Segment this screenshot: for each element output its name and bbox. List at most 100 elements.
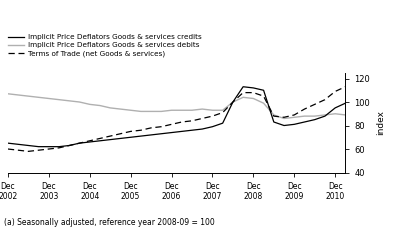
- Terms of Trade (net Goods & services): [118, 132, 123, 135]
- Implicit Price Deflators Goods & services credits: [231, 101, 235, 103]
- Implicit Price Deflators Goods & services debits: [200, 108, 204, 110]
- Implicit Price Deflators Goods & services debits: [16, 94, 21, 96]
- Implicit Price Deflators Goods & services credits: [36, 145, 41, 148]
- Implicit Price Deflators Goods & services credits: [322, 115, 327, 118]
- Terms of Trade (net Goods & services): [128, 130, 133, 133]
- Implicit Price Deflators Goods & services debits: [98, 104, 102, 107]
- Line: Implicit Price Deflators Goods & services debits: Implicit Price Deflators Goods & service…: [8, 94, 345, 118]
- Terms of Trade (net Goods & services): [312, 103, 317, 106]
- Implicit Price Deflators Goods & services debits: [6, 92, 10, 95]
- Terms of Trade (net Goods & services): [149, 126, 154, 129]
- Terms of Trade (net Goods & services): [190, 119, 195, 122]
- Implicit Price Deflators Goods & services debits: [302, 115, 307, 118]
- Implicit Price Deflators Goods & services credits: [16, 143, 21, 146]
- Implicit Price Deflators Goods & services debits: [292, 116, 297, 119]
- Terms of Trade (net Goods & services): [231, 101, 235, 103]
- Terms of Trade (net Goods & services): [57, 146, 62, 149]
- Implicit Price Deflators Goods & services debits: [36, 96, 41, 99]
- Terms of Trade (net Goods & services): [179, 121, 184, 123]
- Implicit Price Deflators Goods & services credits: [108, 138, 113, 141]
- Implicit Price Deflators Goods & services credits: [200, 128, 204, 130]
- Line: Implicit Price Deflators Goods & services credits: Implicit Price Deflators Goods & service…: [8, 87, 345, 147]
- Implicit Price Deflators Goods & services credits: [251, 86, 256, 89]
- Implicit Price Deflators Goods & services credits: [210, 125, 215, 128]
- Implicit Price Deflators Goods & services debits: [312, 115, 317, 118]
- Line: Terms of Trade (net Goods & services): Terms of Trade (net Goods & services): [8, 87, 345, 151]
- Implicit Price Deflators Goods & services credits: [179, 130, 184, 133]
- Implicit Price Deflators Goods & services credits: [26, 144, 31, 147]
- Terms of Trade (net Goods & services): [333, 90, 337, 93]
- Implicit Price Deflators Goods & services debits: [190, 109, 195, 112]
- Terms of Trade (net Goods & services): [292, 114, 297, 116]
- Implicit Price Deflators Goods & services credits: [333, 106, 337, 109]
- Implicit Price Deflators Goods & services debits: [169, 109, 174, 112]
- Implicit Price Deflators Goods & services credits: [220, 122, 225, 125]
- Implicit Price Deflators Goods & services credits: [6, 142, 10, 145]
- Terms of Trade (net Goods & services): [139, 129, 143, 132]
- Implicit Price Deflators Goods & services credits: [57, 145, 62, 148]
- Terms of Trade (net Goods & services): [241, 91, 245, 94]
- Terms of Trade (net Goods & services): [220, 111, 225, 114]
- Implicit Price Deflators Goods & services debits: [343, 114, 348, 116]
- Terms of Trade (net Goods & services): [343, 85, 348, 88]
- Implicit Price Deflators Goods & services credits: [312, 118, 317, 121]
- Implicit Price Deflators Goods & services credits: [128, 136, 133, 139]
- Terms of Trade (net Goods & services): [46, 148, 51, 150]
- Implicit Price Deflators Goods & services debits: [231, 101, 235, 103]
- Implicit Price Deflators Goods & services debits: [139, 110, 143, 113]
- Terms of Trade (net Goods & services): [77, 142, 82, 145]
- Implicit Price Deflators Goods & services credits: [292, 123, 297, 126]
- Implicit Price Deflators Goods & services debits: [57, 98, 62, 101]
- Implicit Price Deflators Goods & services credits: [149, 133, 154, 136]
- Terms of Trade (net Goods & services): [87, 139, 92, 142]
- Implicit Price Deflators Goods & services debits: [322, 114, 327, 116]
- Implicit Price Deflators Goods & services debits: [159, 110, 164, 113]
- Implicit Price Deflators Goods & services credits: [139, 135, 143, 138]
- Terms of Trade (net Goods & services): [36, 149, 41, 152]
- Terms of Trade (net Goods & services): [159, 125, 164, 128]
- Terms of Trade (net Goods & services): [67, 144, 72, 147]
- Terms of Trade (net Goods & services): [26, 150, 31, 153]
- Implicit Price Deflators Goods & services debits: [333, 112, 337, 115]
- Implicit Price Deflators Goods & services credits: [169, 131, 174, 134]
- Y-axis label: index: index: [376, 110, 385, 135]
- Implicit Price Deflators Goods & services debits: [108, 106, 113, 109]
- Implicit Price Deflators Goods & services debits: [179, 109, 184, 112]
- Implicit Price Deflators Goods & services debits: [26, 95, 31, 98]
- Implicit Price Deflators Goods & services debits: [128, 109, 133, 112]
- Implicit Price Deflators Goods & services credits: [261, 89, 266, 92]
- Implicit Price Deflators Goods & services credits: [302, 121, 307, 123]
- Implicit Price Deflators Goods & services debits: [149, 110, 154, 113]
- Implicit Price Deflators Goods & services debits: [46, 97, 51, 100]
- Terms of Trade (net Goods & services): [6, 148, 10, 150]
- Terms of Trade (net Goods & services): [16, 149, 21, 152]
- Implicit Price Deflators Goods & services credits: [87, 141, 92, 143]
- Implicit Price Deflators Goods & services debits: [220, 109, 225, 112]
- Implicit Price Deflators Goods & services credits: [241, 85, 245, 88]
- Implicit Price Deflators Goods & services debits: [118, 108, 123, 110]
- Implicit Price Deflators Goods & services credits: [46, 145, 51, 148]
- Implicit Price Deflators Goods & services debits: [272, 114, 276, 116]
- Terms of Trade (net Goods & services): [210, 115, 215, 118]
- Implicit Price Deflators Goods & services debits: [241, 96, 245, 99]
- Terms of Trade (net Goods & services): [251, 91, 256, 94]
- Legend: Implicit Price Deflators Goods & services credits, Implicit Price Deflators Good: Implicit Price Deflators Goods & service…: [8, 34, 201, 57]
- Implicit Price Deflators Goods & services credits: [190, 129, 195, 132]
- Terms of Trade (net Goods & services): [261, 95, 266, 98]
- Implicit Price Deflators Goods & services credits: [77, 142, 82, 145]
- Implicit Price Deflators Goods & services credits: [343, 102, 348, 105]
- Terms of Trade (net Goods & services): [200, 117, 204, 120]
- Terms of Trade (net Goods & services): [302, 108, 307, 110]
- Implicit Price Deflators Goods & services debits: [281, 117, 286, 120]
- Terms of Trade (net Goods & services): [272, 115, 276, 118]
- Implicit Price Deflators Goods & services credits: [281, 124, 286, 127]
- Terms of Trade (net Goods & services): [281, 116, 286, 119]
- Text: (a) Seasonally adjusted, reference year 2008-09 = 100: (a) Seasonally adjusted, reference year …: [4, 218, 215, 227]
- Implicit Price Deflators Goods & services debits: [67, 99, 72, 102]
- Implicit Price Deflators Goods & services debits: [87, 103, 92, 106]
- Implicit Price Deflators Goods & services debits: [77, 101, 82, 103]
- Implicit Price Deflators Goods & services debits: [251, 97, 256, 100]
- Terms of Trade (net Goods & services): [169, 123, 174, 126]
- Implicit Price Deflators Goods & services credits: [67, 144, 72, 147]
- Implicit Price Deflators Goods & services credits: [159, 132, 164, 135]
